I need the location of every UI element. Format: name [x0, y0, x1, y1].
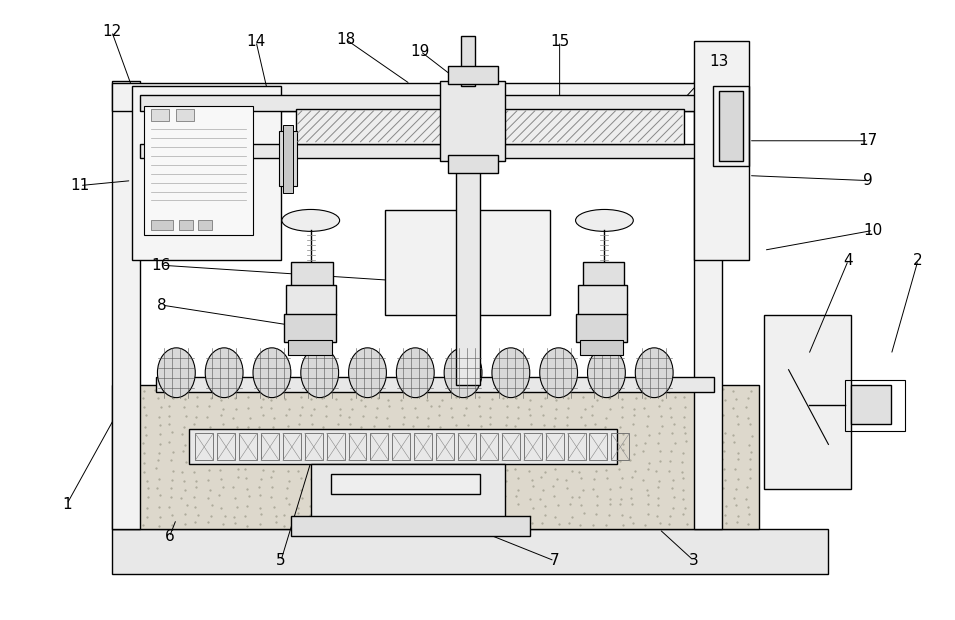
Text: 16: 16 — [152, 258, 171, 273]
Bar — [440, 81, 505, 161]
Bar — [291, 516, 530, 536]
Bar — [436, 433, 455, 460]
Bar — [310, 464, 505, 529]
Ellipse shape — [282, 210, 340, 231]
Ellipse shape — [444, 348, 482, 397]
Bar — [239, 433, 257, 460]
Bar — [845, 379, 905, 432]
Text: 11: 11 — [70, 178, 90, 193]
Bar — [143, 106, 253, 236]
Bar — [279, 131, 297, 185]
Bar — [694, 41, 749, 260]
Text: 19: 19 — [411, 43, 430, 59]
Bar — [719, 91, 743, 161]
Bar — [611, 433, 629, 460]
Bar — [283, 125, 293, 193]
Text: 12: 12 — [102, 24, 121, 39]
Bar — [713, 86, 749, 166]
Ellipse shape — [540, 348, 578, 397]
Bar — [139, 144, 707, 157]
Text: 1: 1 — [62, 497, 72, 511]
Text: 18: 18 — [336, 32, 355, 46]
Bar — [217, 433, 235, 460]
Bar — [180, 220, 193, 231]
Bar — [502, 433, 520, 460]
Bar — [286, 285, 335, 315]
Bar — [177, 109, 194, 121]
Bar — [567, 433, 585, 460]
Ellipse shape — [576, 210, 633, 231]
Ellipse shape — [492, 348, 530, 397]
Bar — [349, 433, 367, 460]
Bar — [458, 433, 476, 460]
Ellipse shape — [301, 348, 339, 397]
Bar — [583, 262, 625, 290]
Bar — [694, 81, 722, 529]
Bar — [283, 433, 301, 460]
Bar — [112, 384, 758, 529]
Text: 5: 5 — [276, 554, 286, 569]
Bar — [578, 285, 627, 315]
Bar — [284, 314, 335, 342]
Bar — [371, 433, 389, 460]
Bar — [386, 210, 550, 315]
Ellipse shape — [158, 348, 195, 397]
Ellipse shape — [253, 348, 291, 397]
Bar — [195, 433, 213, 460]
Ellipse shape — [635, 348, 673, 397]
Bar — [449, 81, 486, 101]
Bar — [589, 433, 607, 460]
Bar — [545, 433, 563, 460]
Text: 13: 13 — [710, 53, 729, 69]
Bar — [287, 340, 331, 355]
Bar — [139, 95, 707, 111]
Bar — [157, 377, 714, 392]
Bar — [189, 430, 617, 464]
Bar — [580, 340, 624, 355]
Ellipse shape — [205, 348, 244, 397]
Ellipse shape — [587, 348, 626, 397]
Bar — [152, 220, 174, 231]
Text: 4: 4 — [843, 253, 853, 268]
Ellipse shape — [396, 348, 435, 397]
Bar — [393, 433, 411, 460]
Bar — [448, 66, 498, 84]
Text: 7: 7 — [550, 554, 560, 569]
Bar — [764, 315, 851, 489]
Bar — [132, 86, 281, 260]
Bar — [261, 433, 279, 460]
Text: 10: 10 — [863, 223, 882, 238]
Text: 8: 8 — [157, 298, 166, 312]
Bar — [448, 155, 498, 172]
Text: 2: 2 — [913, 253, 923, 268]
Bar — [291, 262, 332, 290]
Bar — [456, 156, 480, 384]
Bar — [112, 529, 828, 574]
Bar — [112, 83, 722, 111]
Bar — [112, 81, 139, 529]
Text: 6: 6 — [164, 529, 174, 544]
Bar — [576, 314, 627, 342]
Bar — [414, 433, 433, 460]
Text: 9: 9 — [863, 173, 873, 188]
Text: 3: 3 — [690, 554, 699, 569]
Bar — [523, 433, 541, 460]
Bar — [480, 433, 498, 460]
Text: 15: 15 — [550, 33, 569, 49]
Bar — [305, 433, 323, 460]
Bar — [475, 109, 684, 144]
Text: 17: 17 — [859, 133, 878, 148]
Bar — [296, 109, 450, 144]
Text: 14: 14 — [246, 33, 265, 49]
Bar — [461, 36, 475, 86]
Ellipse shape — [349, 348, 387, 397]
Bar — [330, 474, 480, 494]
Bar — [199, 220, 212, 231]
Bar — [327, 433, 345, 460]
Bar — [851, 384, 891, 425]
Bar — [152, 109, 169, 121]
